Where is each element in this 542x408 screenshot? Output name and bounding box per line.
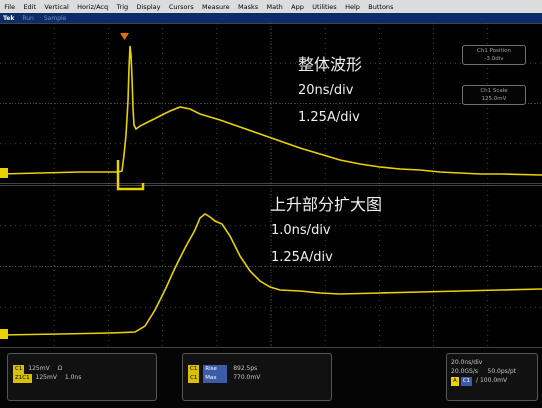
menu-item-utilities[interactable]: Utilities	[312, 2, 337, 11]
ch1-position-value: -3.0div	[484, 56, 504, 62]
ch1-scale-readout[interactable]: Ch1 Scale 125.0mV	[462, 85, 526, 105]
ch1-scale-value: 125.0mV	[481, 96, 507, 102]
status-bar: Tek Run Sample	[0, 13, 542, 23]
bottom-panel-title: 上升部分扩大图	[270, 195, 383, 214]
graticule	[0, 23, 542, 348]
top-amp-scale: 1.25A/div	[298, 110, 360, 125]
ch1-ground-marker-bottom[interactable]	[0, 329, 8, 339]
menu-item-masks[interactable]: Masks	[237, 2, 259, 11]
run-status[interactable]: Run	[22, 14, 34, 22]
menu-item-vertical[interactable]: Vertical	[44, 2, 69, 11]
sample-rate: 20.0GS/s 50.0ps/pt	[451, 368, 516, 375]
max-value: 770.0mV	[233, 374, 261, 381]
ch1-position-readout[interactable]: Ch1 Position -3.0div	[462, 45, 526, 65]
ch1-scale-label: Ch1 Scale	[480, 88, 508, 94]
menu-item-help[interactable]: Help	[345, 2, 360, 11]
bottom-amp-scale: 1.25A/div	[271, 250, 333, 265]
menu-item-edit[interactable]: Edit	[23, 2, 37, 11]
top-panel-title: 整体波形	[298, 55, 363, 74]
max-source-tag: C1	[188, 374, 200, 383]
ch1-position-label: Ch1 Position	[477, 48, 511, 54]
trigger-level: / 100.0mV	[476, 377, 508, 384]
rise-source-tag: C1	[188, 365, 200, 374]
top-time-scale: 20ns/div	[298, 83, 354, 98]
menu-item-trig[interactable]: Trig	[116, 2, 129, 11]
menu-item-app[interactable]: App	[291, 2, 304, 11]
zoom-tag: Z1C1	[13, 374, 32, 383]
channel-readout-panel[interactable]: C1 125mV Ω Z1C1 125mV 1.0ns	[7, 353, 157, 401]
trigger-mode-tag: A	[451, 377, 459, 386]
horizontal-scale: 20.0ns/div	[451, 359, 483, 366]
brand-label: Tek	[3, 14, 15, 22]
ch1-scale: 125mV	[28, 365, 50, 372]
menu-item-file[interactable]: File	[4, 2, 16, 11]
waveform-top-trace	[0, 45, 542, 176]
bottom-time-scale: 1.0ns/div	[271, 223, 331, 238]
max-label: Max	[203, 374, 228, 383]
acq-mode: Sample	[43, 14, 67, 22]
ch1-ground-marker-top[interactable]	[0, 168, 8, 178]
measurement-panel[interactable]: C1 Rise 892.5ps C1 Max 770.0mV	[182, 353, 332, 401]
waveform-zoom-trace	[0, 213, 542, 336]
ch1-tag: C1	[13, 365, 25, 374]
menu-item-horizacq[interactable]: Horiz/Acq	[77, 2, 109, 11]
menu-item-buttons[interactable]: Buttons	[368, 2, 394, 11]
timebase-panel[interactable]: 20.0ns/div 20.0GS/s 50.0ps/pt A C1 / 100.…	[446, 353, 538, 401]
rise-value: 892.5ps	[233, 365, 258, 372]
menu-item-measure[interactable]: Measure	[201, 2, 230, 11]
menu-item-cursors[interactable]: Cursors	[168, 2, 194, 11]
trigger-position-marker[interactable]	[120, 33, 129, 40]
menu-bar: File Edit Vertical Horiz/Acq Trig Display Curs…	[0, 0, 542, 13]
waveform-canvas	[0, 23, 542, 348]
zoom-scale: 125mV	[35, 374, 57, 381]
zoom-timebase: 1.0ns	[64, 374, 82, 381]
waveform-display: 整体波形 20ns/div 1.25A/div 上升部分扩大图 1.0ns/di…	[0, 23, 542, 348]
menu-item-display[interactable]: Display	[136, 2, 161, 11]
readout-bar: C1 125mV Ω Z1C1 125mV 1.0ns C1 Rise 892.…	[0, 348, 542, 408]
ch1-coupling: Ω	[57, 365, 63, 372]
rise-label: Rise	[203, 365, 228, 374]
trigger-source-tag: C1	[460, 377, 473, 386]
zoom-gate-marker	[116, 160, 145, 191]
menu-item-math[interactable]: Math	[266, 2, 283, 11]
